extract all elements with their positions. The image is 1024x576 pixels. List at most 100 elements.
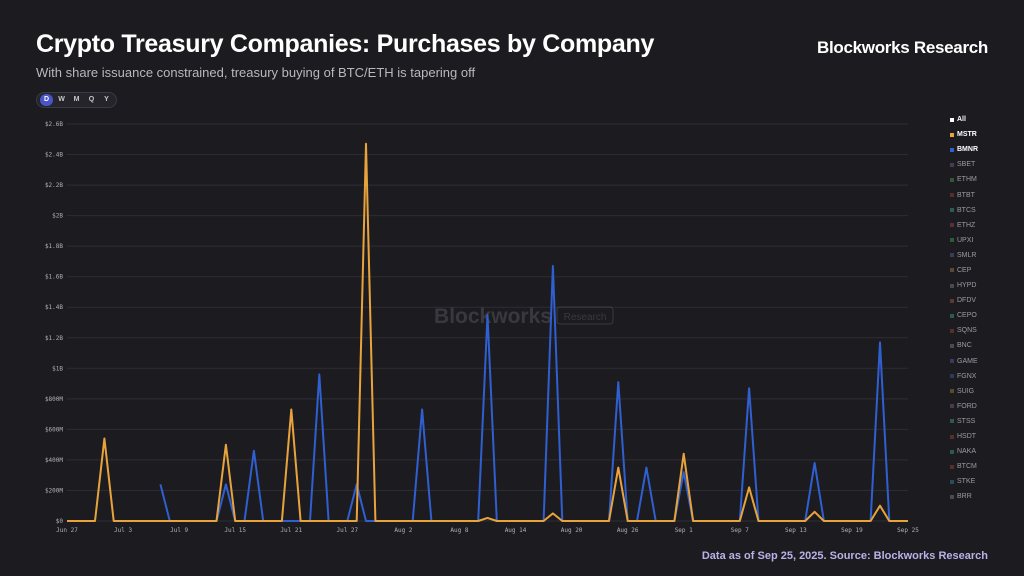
legend-label: FGNX [957,372,977,380]
legend-swatch [950,404,954,409]
legend-item-suig[interactable]: SUIG [950,384,978,399]
legend-swatch [950,479,954,484]
x-tick-label: Jul 27 [336,527,358,534]
y-tick-label: $2B [52,213,63,220]
legend-label: ETHM [957,176,977,184]
legend-item-sqns[interactable]: SQNS [950,323,978,338]
legend-label: BMNR [957,146,978,154]
range-option-m[interactable]: M [73,96,80,103]
legend-item-hsdt[interactable]: HSDT [950,429,978,444]
legend-swatch [950,298,954,303]
legend-swatch [950,193,954,198]
legend-item-game[interactable]: GAME [950,354,978,369]
x-tick-label: Jun 27 [56,527,78,534]
legend-swatch [950,494,954,499]
legend-swatch [950,162,954,167]
legend-swatch [950,253,954,258]
legend-swatch [950,223,954,228]
legend-label: GAME [957,357,978,365]
legend-item-dfdv[interactable]: DFDV [950,293,978,308]
x-tick-label: Jul 21 [280,527,302,534]
legend-item-btcm[interactable]: BTCM [950,459,978,474]
legend-label: BTCS [957,206,976,214]
legend-item-naka[interactable]: NAKA [950,444,978,459]
x-tick-label: Aug 2 [394,527,412,534]
legend-swatch [950,464,954,469]
legend-label: FORD [957,402,977,410]
range-option-d[interactable]: D [40,94,53,106]
legend-label: MSTR [957,131,977,139]
legend-label: SQNS [957,327,977,335]
x-axis: Jun 27 Jul 3 Jul 9 Jul 15 Jul 21 Jul 27 Aug 2 A… [56,527,919,534]
legend-label: SMLR [957,251,977,259]
y-axis: $0 $200M $400M $600M $800M $1B $1.2B $1.4B $1.6B… [45,121,63,525]
y-tick-label: $2.6B [45,121,63,128]
legend-label: CEP [957,266,972,274]
legend-label: SBET [957,161,976,169]
legend-label: NAKA [957,448,977,456]
legend-swatch [950,283,954,288]
legend-item-smlr[interactable]: SMLR [950,248,978,263]
legend-item-btbt[interactable]: BTBT [950,187,978,202]
legend-swatch [950,268,954,273]
legend-item-hypd[interactable]: HYPD [950,278,978,293]
legend-item-btcs[interactable]: BTCS [950,203,978,218]
chart-series [66,142,909,522]
legend-label: All [957,116,966,124]
legend-swatch [950,389,954,394]
legend-item-cep[interactable]: CEP [950,263,978,278]
legend-item-stke[interactable]: STKE [950,474,978,489]
x-tick-label: Sep 7 [731,527,749,534]
legend-swatch [950,208,954,213]
y-tick-label: $600M [45,426,63,433]
legend-label: BRR [957,493,972,501]
legend-item-bnc[interactable]: BNC [950,338,978,353]
source-note: Data as of Sep 25, 2025. Source: Blockwo… [701,550,988,562]
range-option-y[interactable]: Y [104,96,109,103]
legend-item-sbet[interactable]: SBET [950,157,978,172]
legend-item-upxi[interactable]: UPXI [950,233,978,248]
legend-label: HSDT [957,433,977,441]
range-option-q[interactable]: Q [88,96,95,103]
legend-swatch [950,313,954,318]
legend-item-ford[interactable]: FORD [950,399,978,414]
legend-label: STSS [957,417,976,425]
legend-label: DFDV [957,297,977,305]
legend-label: HYPD [957,282,977,290]
legend-item-stss[interactable]: STSS [950,414,978,429]
x-tick-label: Sep 25 [897,527,919,534]
x-tick-label: Jul 9 [170,527,188,534]
legend-item-fgnx[interactable]: FGNX [950,369,978,384]
legend-label: BNC [957,342,972,350]
legend-label: ETHZ [957,221,976,229]
legend-item-bmnr[interactable]: BMNR [950,142,978,157]
y-tick-label: $400M [45,457,63,464]
legend-swatch [950,328,954,333]
legend-item-ethm[interactable]: ETHM [950,172,978,187]
page-subtitle: With share issuance constrained, treasur… [36,65,476,80]
chart-watermark: Blockworks Research [434,305,614,328]
legend-swatch [950,359,954,364]
range-option-w[interactable]: W [58,96,65,103]
watermark-name: Blockworks [434,305,552,328]
x-tick-label: Aug 20 [561,527,583,534]
legend-item-all[interactable]: All [950,112,978,127]
y-tick-label: $2.2B [45,182,63,189]
y-tick-label: $200M [45,487,63,494]
y-tick-label: $1.2B [45,335,63,342]
y-tick-label: $2.4B [45,152,63,159]
legend-item-ethz[interactable]: ETHZ [950,218,978,233]
legend-item-brr[interactable]: BRR [950,489,978,504]
y-tick-label: $1B [52,365,63,372]
legend-item-cepo[interactable]: CEPO [950,308,978,323]
legend-label: BTBT [957,191,975,199]
legend-item-mstr[interactable]: MSTR [950,127,978,142]
brand-logo: Blockworks Research [817,38,988,57]
legend-label: CEPO [957,312,977,320]
y-tick-label: $1.4B [45,304,63,311]
x-tick-label: Sep 19 [841,527,863,534]
watermark-tag: Research [564,312,607,323]
legend-swatch [950,434,954,439]
legend-swatch [950,117,954,122]
